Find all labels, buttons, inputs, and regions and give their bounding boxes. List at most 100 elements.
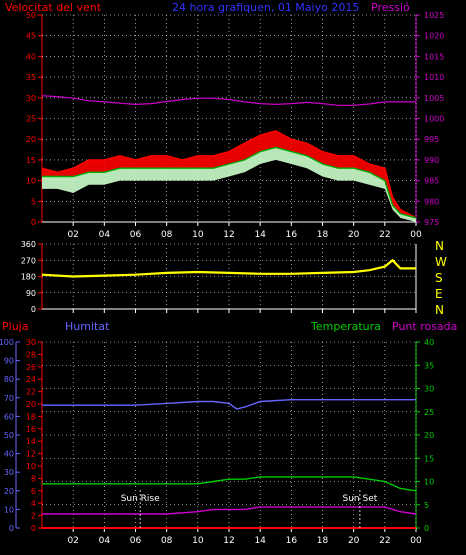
compass-w: W: [435, 255, 447, 269]
wind-y-tick-label: 30: [26, 94, 36, 103]
humidity-y-tick-label: 50: [4, 431, 14, 440]
hum-x-tick-label: 20: [348, 536, 360, 546]
hum-x-tick-label: 12: [223, 536, 234, 546]
rain-y-tick-label: 8: [31, 474, 36, 483]
wind-y-tick-label: 25: [26, 115, 36, 124]
wind-y-tick-label: 20: [26, 135, 36, 144]
dewpoint-line: [42, 506, 417, 515]
temperature-title: Temperatura: [310, 320, 381, 333]
humidity-y-tick-label: 80: [4, 375, 14, 384]
wind-speed-line: [41, 130, 417, 219]
direction-y-tick-label: 180: [21, 273, 36, 282]
humidity-y-tick-label: 100: [0, 338, 14, 347]
sunset-label: Sun Set: [343, 494, 378, 504]
direction-y-tick-label: 270: [21, 256, 36, 265]
wind-y-tick-label: 50: [26, 11, 36, 20]
rain-y-tick-label: 30: [26, 338, 36, 347]
wind-low-band: [42, 147, 416, 222]
pressure-title: Pressió: [371, 1, 410, 14]
hum-x-tick-label: 14: [254, 536, 266, 546]
rain-y-tick-label: 10: [26, 462, 36, 471]
rain-y-tick-label: 6: [31, 487, 36, 496]
pressure-line: [41, 95, 416, 106]
rain-title: Pluja: [2, 320, 28, 333]
humidity-y-tick-label: 60: [4, 412, 14, 421]
wind-y-tick-label: 15: [26, 156, 36, 165]
temperature-y-tick-label: 30: [424, 385, 434, 394]
dewpoint-title: Punt rosada: [392, 320, 457, 333]
wind-y-tick-label: 5: [31, 197, 36, 206]
compass-n-top: N: [435, 239, 444, 253]
wind-x-tick-label: 22: [379, 230, 390, 240]
wind-x-tick-label: 16: [286, 230, 298, 240]
temperature-y-tick-label: 25: [424, 408, 434, 417]
hum-x-tick-label: 02: [67, 536, 78, 546]
wind-x-tick-label: 20: [348, 230, 360, 240]
rain-y-tick-label: 2: [31, 512, 36, 521]
pressure-y-tick-label: 1020: [424, 32, 444, 41]
humidity-title: Humitat: [65, 320, 110, 333]
hum-x-tick-label: 00: [410, 536, 422, 546]
rain-y-tick-label: 20: [26, 400, 36, 409]
rain-y-tick-label: 14: [26, 437, 36, 446]
temperature-y-tick-label: 5: [424, 501, 429, 510]
humidity-y-tick-label: 20: [4, 487, 14, 496]
pressure-y-tick-label: 1000: [424, 115, 444, 124]
humidity-y-tick-label: 40: [4, 450, 14, 459]
humidity-line: [42, 399, 416, 410]
rain-y-tick-label: 4: [31, 499, 36, 508]
wind-x-tick-label: 12: [223, 230, 234, 240]
chart-title: 24 hora grafiquen, 01 Maiyo 2015: [172, 1, 359, 14]
pressure-y-tick-label: 1010: [424, 73, 444, 82]
hum-x-tick-label: 22: [379, 536, 390, 546]
wind-x-tick-label: 02: [67, 230, 78, 240]
wind-x-tick-label: 18: [317, 230, 329, 240]
hum-x-tick-label: 04: [99, 536, 111, 546]
temperature-y-tick-label: 20: [424, 431, 434, 440]
hum-x-tick-label: 16: [286, 536, 298, 546]
direction-y-tick-label: 0: [31, 305, 36, 314]
temperature-y-tick-label: 10: [424, 478, 434, 487]
humidity-y-tick-label: 10: [4, 505, 14, 514]
temperature-y-tick-label: 40: [424, 338, 434, 347]
wind-average-line: [42, 146, 417, 219]
compass-n-bottom: N: [435, 303, 444, 317]
wind-y-tick-label: 45: [26, 32, 36, 41]
direction-y-tick-label: 360: [21, 240, 36, 249]
wind-x-tick-label: 08: [161, 230, 173, 240]
wind-y-tick-label: 35: [26, 73, 36, 82]
hum-x-tick-label: 10: [192, 536, 204, 546]
pressure-y-tick-label: 980: [424, 197, 439, 206]
wind-y-tick-label: 0: [31, 218, 36, 227]
pressure-y-tick-label: 995: [424, 135, 439, 144]
rain-y-tick-label: 18: [26, 412, 36, 421]
direction-y-tick-label: 90: [26, 289, 36, 298]
rain-y-tick-label: 16: [26, 425, 36, 434]
temperature-y-tick-label: 35: [424, 361, 434, 370]
rain-y-tick-label: 24: [26, 375, 36, 384]
pressure-y-tick-label: 1005: [424, 94, 444, 103]
temperature-y-tick-label: 15: [424, 454, 434, 463]
compass-s: S: [435, 271, 443, 285]
wind-x-tick-label: 14: [254, 230, 266, 240]
humidity-y-tick-label: 90: [4, 357, 14, 366]
wind-x-tick-label: 10: [192, 230, 204, 240]
humidity-y-tick-label: 30: [4, 468, 14, 477]
temperature-y-tick-label: 0: [424, 524, 429, 533]
temperature-line: [42, 476, 417, 492]
pressure-y-tick-label: 990: [424, 156, 439, 165]
hum-x-tick-label: 18: [317, 536, 329, 546]
pressure-y-tick-label: 985: [424, 177, 439, 186]
pressure-y-tick-label: 1025: [424, 11, 444, 20]
rain-y-tick-label: 0: [31, 524, 36, 533]
humidity-y-tick-label: 70: [4, 394, 14, 403]
wind-x-tick-label: 00: [410, 230, 422, 240]
rain-y-tick-label: 22: [26, 388, 36, 397]
rain-y-tick-label: 26: [26, 363, 36, 372]
wind-y-tick-label: 10: [26, 177, 36, 186]
compass-e: E: [435, 287, 443, 301]
wind-direction-line: [41, 258, 416, 278]
hum-x-tick-label: 06: [130, 536, 142, 546]
wind-x-tick-label: 06: [130, 230, 142, 240]
wind-gust-band: [42, 130, 416, 218]
